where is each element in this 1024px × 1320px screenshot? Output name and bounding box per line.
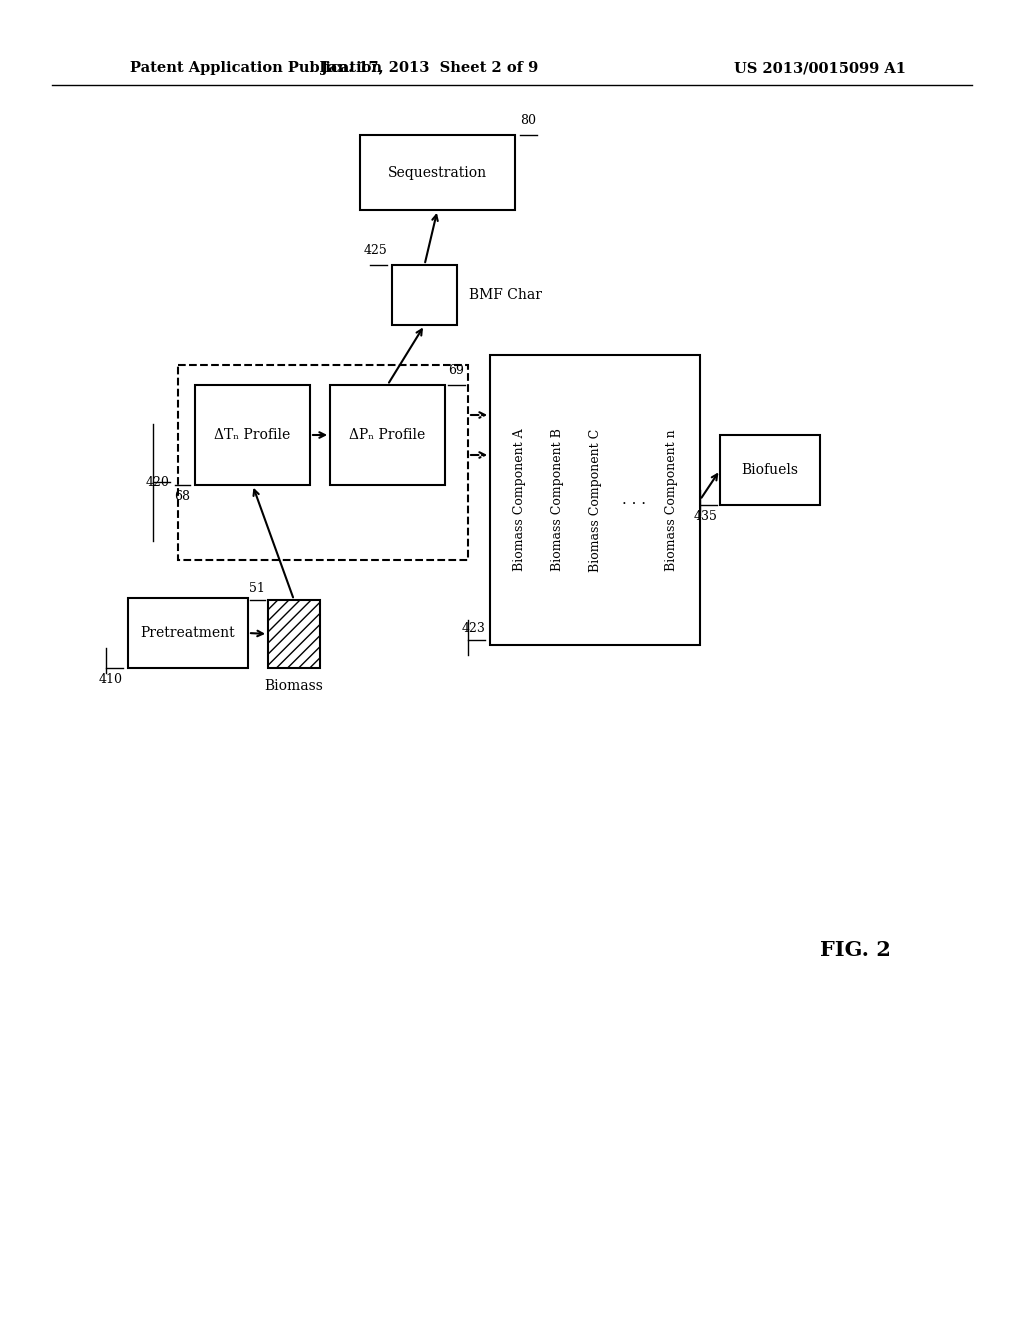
Text: FIG. 2: FIG. 2 — [820, 940, 891, 960]
Bar — [490, 355, 700, 645]
Text: Biomass Component A: Biomass Component A — [513, 429, 526, 572]
Text: 410: 410 — [99, 673, 123, 686]
Bar — [330, 385, 445, 484]
Text: 420: 420 — [146, 475, 170, 488]
Bar — [268, 601, 319, 668]
Text: . . .: . . . — [622, 492, 646, 507]
Text: Jan. 17, 2013  Sheet 2 of 9: Jan. 17, 2013 Sheet 2 of 9 — [322, 61, 539, 75]
Text: 423: 423 — [461, 622, 485, 635]
Bar — [268, 601, 319, 668]
Text: BMF Char: BMF Char — [469, 288, 542, 302]
Text: Biomass Component C: Biomass Component C — [590, 429, 602, 572]
Text: Biomass: Biomass — [264, 678, 324, 693]
Bar — [360, 135, 515, 210]
Text: 435: 435 — [693, 510, 717, 523]
Text: 68: 68 — [174, 490, 190, 503]
Text: 69: 69 — [449, 364, 464, 378]
Bar — [720, 436, 820, 506]
Bar — [128, 598, 248, 668]
Text: Patent Application Publication: Patent Application Publication — [130, 61, 382, 75]
Text: ΔTₙ Profile: ΔTₙ Profile — [214, 428, 291, 442]
Text: 51: 51 — [249, 582, 265, 595]
Text: 425: 425 — [364, 244, 387, 257]
Bar — [195, 385, 310, 484]
Text: US 2013/0015099 A1: US 2013/0015099 A1 — [734, 61, 906, 75]
Text: 80: 80 — [520, 114, 536, 127]
Bar — [178, 366, 468, 560]
Bar — [392, 265, 457, 325]
Text: ΔPₙ Profile: ΔPₙ Profile — [349, 428, 426, 442]
Text: Biomass Component B: Biomass Component B — [552, 429, 564, 572]
Text: Biofuels: Biofuels — [741, 463, 799, 477]
Text: Biomass Component n: Biomass Component n — [666, 429, 679, 570]
Text: Pretreatment: Pretreatment — [140, 626, 236, 640]
Text: Sequestration: Sequestration — [388, 165, 487, 180]
